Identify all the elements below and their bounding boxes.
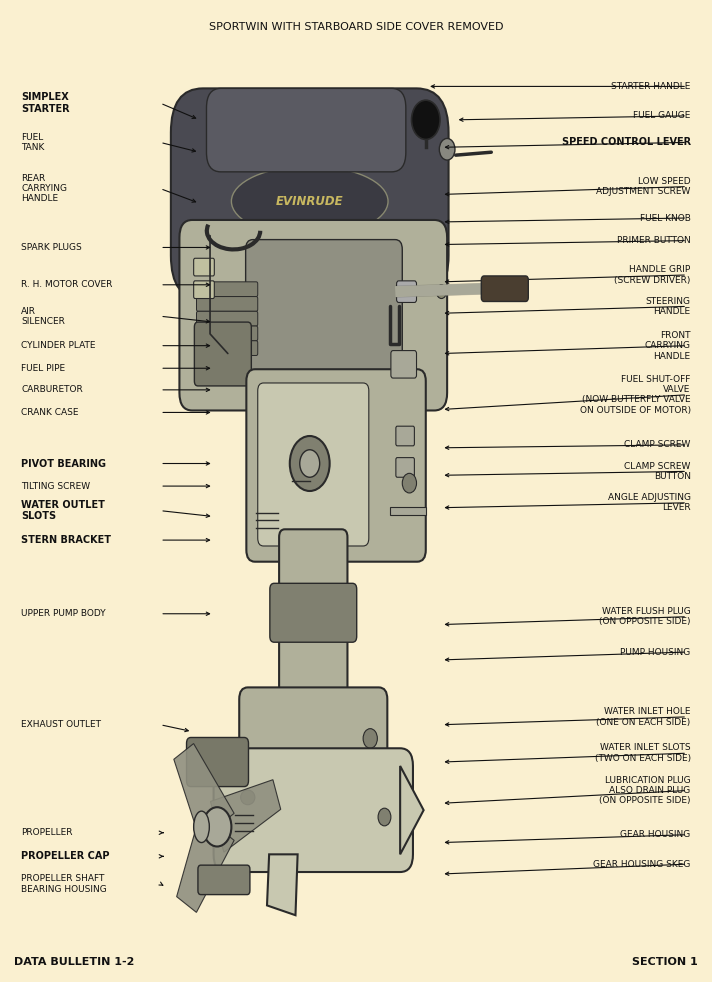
FancyBboxPatch shape — [396, 426, 414, 446]
Text: STEERING
HANDLE: STEERING HANDLE — [646, 297, 691, 316]
FancyBboxPatch shape — [194, 322, 251, 386]
FancyBboxPatch shape — [279, 529, 347, 769]
Ellipse shape — [194, 811, 209, 843]
Text: FUEL
TANK: FUEL TANK — [21, 133, 45, 152]
Text: FRONT
CARRYING
HANDLE: FRONT CARRYING HANDLE — [644, 331, 691, 360]
FancyBboxPatch shape — [481, 276, 528, 301]
Text: TILTING SCREW: TILTING SCREW — [21, 481, 90, 491]
Text: PUMP HOUSING: PUMP HOUSING — [620, 647, 691, 657]
FancyBboxPatch shape — [197, 297, 258, 311]
FancyBboxPatch shape — [206, 88, 406, 172]
Text: GEAR HOUSING SKEG: GEAR HOUSING SKEG — [593, 859, 691, 869]
FancyBboxPatch shape — [194, 258, 214, 276]
FancyBboxPatch shape — [214, 748, 413, 872]
Circle shape — [402, 473, 417, 493]
FancyBboxPatch shape — [258, 383, 369, 546]
Polygon shape — [177, 813, 234, 912]
Text: FUEL PIPE: FUEL PIPE — [21, 363, 66, 373]
Text: STARTER HANDLE: STARTER HANDLE — [612, 82, 691, 91]
Ellipse shape — [231, 166, 388, 237]
Text: STERN BRACKET: STERN BRACKET — [21, 535, 111, 545]
Text: REAR
CARRYING
HANDLE: REAR CARRYING HANDLE — [21, 174, 68, 203]
Text: CLAMP SCREW
BUTTON: CLAMP SCREW BUTTON — [624, 462, 691, 481]
Text: CLAMP SCREW: CLAMP SCREW — [624, 440, 691, 450]
FancyBboxPatch shape — [179, 220, 447, 410]
Ellipse shape — [241, 790, 255, 805]
Text: CARBURETOR: CARBURETOR — [21, 385, 83, 395]
Text: PROPELLER SHAFT
BEARING HOUSING: PROPELLER SHAFT BEARING HOUSING — [21, 874, 107, 894]
Text: UPPER PUMP BODY: UPPER PUMP BODY — [21, 609, 106, 619]
Text: PRIMER BUTTON: PRIMER BUTTON — [617, 236, 691, 246]
FancyBboxPatch shape — [396, 458, 414, 477]
FancyBboxPatch shape — [187, 737, 248, 787]
Text: SPORTWIN WITH STARBOARD SIDE COVER REMOVED: SPORTWIN WITH STARBOARD SIDE COVER REMOV… — [209, 23, 503, 32]
Text: PROPELLER CAP: PROPELLER CAP — [21, 851, 110, 861]
FancyBboxPatch shape — [391, 351, 417, 378]
Text: HANDLE GRIP
(SCREW DRIVER): HANDLE GRIP (SCREW DRIVER) — [614, 265, 691, 285]
Circle shape — [300, 450, 320, 477]
Text: PIVOT BEARING: PIVOT BEARING — [21, 459, 106, 468]
Circle shape — [363, 729, 377, 748]
FancyBboxPatch shape — [171, 88, 449, 300]
Text: WATER FLUSH PLUG
(ON OPPOSITE SIDE): WATER FLUSH PLUG (ON OPPOSITE SIDE) — [599, 607, 691, 627]
FancyBboxPatch shape — [194, 281, 214, 299]
Text: R. H. MOTOR COVER: R. H. MOTOR COVER — [21, 280, 112, 290]
FancyBboxPatch shape — [197, 311, 258, 326]
Text: AIR
SILENCER: AIR SILENCER — [21, 306, 66, 326]
Circle shape — [436, 285, 446, 299]
Polygon shape — [267, 854, 298, 915]
Text: LOW SPEED
ADJUSTMENT SCREW: LOW SPEED ADJUSTMENT SCREW — [596, 177, 691, 196]
Text: CRANK CASE: CRANK CASE — [21, 408, 79, 417]
Text: SIMPLEX
STARTER: SIMPLEX STARTER — [21, 92, 70, 114]
Circle shape — [290, 436, 330, 491]
FancyBboxPatch shape — [246, 369, 426, 562]
Text: WATER INLET HOLE
(ONE ON EACH SIDE): WATER INLET HOLE (ONE ON EACH SIDE) — [597, 707, 691, 727]
Text: WATER OUTLET
SLOTS: WATER OUTLET SLOTS — [21, 500, 105, 521]
Text: ANGLE ADJUSTING
LEVER: ANGLE ADJUSTING LEVER — [607, 493, 691, 513]
Text: SPARK PLUGS: SPARK PLUGS — [21, 243, 82, 252]
Text: EXHAUST OUTLET: EXHAUST OUTLET — [21, 720, 101, 730]
FancyBboxPatch shape — [197, 341, 258, 355]
Polygon shape — [211, 780, 281, 852]
Polygon shape — [390, 507, 426, 515]
Text: SECTION 1: SECTION 1 — [632, 957, 698, 967]
Text: WATER INLET SLOTS
(TWO ON EACH SIDE): WATER INLET SLOTS (TWO ON EACH SIDE) — [595, 743, 691, 763]
Text: EVINRUDE: EVINRUDE — [276, 194, 343, 208]
Circle shape — [203, 807, 231, 846]
Text: CYLINDER PLATE: CYLINDER PLATE — [21, 341, 96, 351]
FancyBboxPatch shape — [198, 865, 250, 895]
FancyBboxPatch shape — [197, 326, 258, 341]
FancyBboxPatch shape — [246, 240, 402, 385]
Text: PROPELLER: PROPELLER — [21, 828, 73, 838]
Text: SPEED CONTROL LEVER: SPEED CONTROL LEVER — [562, 137, 691, 147]
Text: GEAR HOUSING: GEAR HOUSING — [620, 830, 691, 840]
FancyBboxPatch shape — [197, 282, 258, 297]
Text: FUEL KNOB: FUEL KNOB — [640, 213, 691, 223]
Circle shape — [412, 100, 440, 139]
FancyBboxPatch shape — [270, 583, 357, 642]
Circle shape — [378, 808, 391, 826]
Text: FUEL SHUT-OFF
VALVE
(NOW BUTTERFLY VALVE
ON OUTSIDE OF MOTOR): FUEL SHUT-OFF VALVE (NOW BUTTERFLY VALVE… — [580, 375, 691, 414]
Polygon shape — [174, 743, 234, 841]
Polygon shape — [400, 766, 424, 854]
Text: FUEL GAUGE: FUEL GAUGE — [633, 111, 691, 121]
Circle shape — [439, 138, 455, 160]
FancyBboxPatch shape — [239, 687, 387, 788]
Text: LUBRICATION PLUG
ALSO DRAIN PLUG
(ON OPPOSITE SIDE): LUBRICATION PLUG ALSO DRAIN PLUG (ON OPP… — [599, 776, 691, 805]
FancyBboxPatch shape — [397, 281, 417, 302]
Text: DATA BULLETIN 1-2: DATA BULLETIN 1-2 — [14, 957, 135, 967]
